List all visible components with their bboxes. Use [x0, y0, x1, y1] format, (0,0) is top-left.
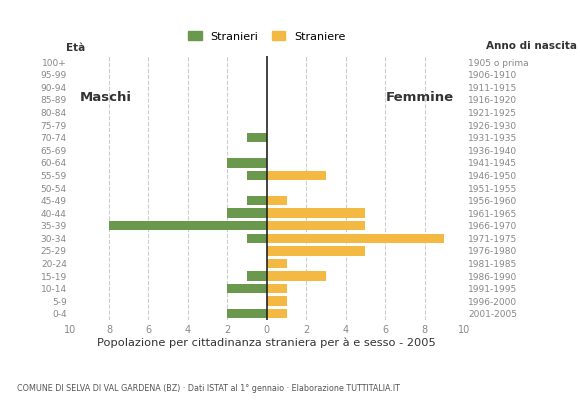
Bar — [267, 246, 365, 256]
Legend: Stranieri, Straniere: Stranieri, Straniere — [188, 31, 345, 42]
Bar — [267, 221, 365, 230]
Bar — [109, 221, 267, 230]
Bar — [247, 133, 267, 142]
Bar — [267, 196, 287, 205]
Bar — [227, 208, 267, 218]
Bar — [267, 171, 326, 180]
Bar — [247, 171, 267, 180]
Bar — [267, 234, 444, 243]
Bar — [267, 208, 365, 218]
Text: Anno di nascita: Anno di nascita — [486, 41, 577, 51]
Bar — [267, 259, 287, 268]
Bar — [227, 284, 267, 293]
Bar — [247, 271, 267, 281]
Text: Età: Età — [66, 44, 85, 54]
Bar — [267, 296, 287, 306]
Bar — [227, 158, 267, 168]
Bar — [227, 309, 267, 318]
Bar — [267, 309, 287, 318]
Text: COMUNE DI SELVA DI VAL GARDENA (BZ) · Dati ISTAT al 1° gennaio · Elaborazione TU: COMUNE DI SELVA DI VAL GARDENA (BZ) · Da… — [17, 384, 400, 393]
Bar — [247, 234, 267, 243]
Text: Maschi: Maschi — [79, 91, 132, 104]
Bar — [267, 271, 326, 281]
Bar — [247, 196, 267, 205]
Text: Popolazione per cittadinanza straniera per à e sesso - 2005: Popolazione per cittadinanza straniera p… — [97, 338, 436, 348]
Bar — [267, 284, 287, 293]
Text: Femmine: Femmine — [386, 91, 454, 104]
